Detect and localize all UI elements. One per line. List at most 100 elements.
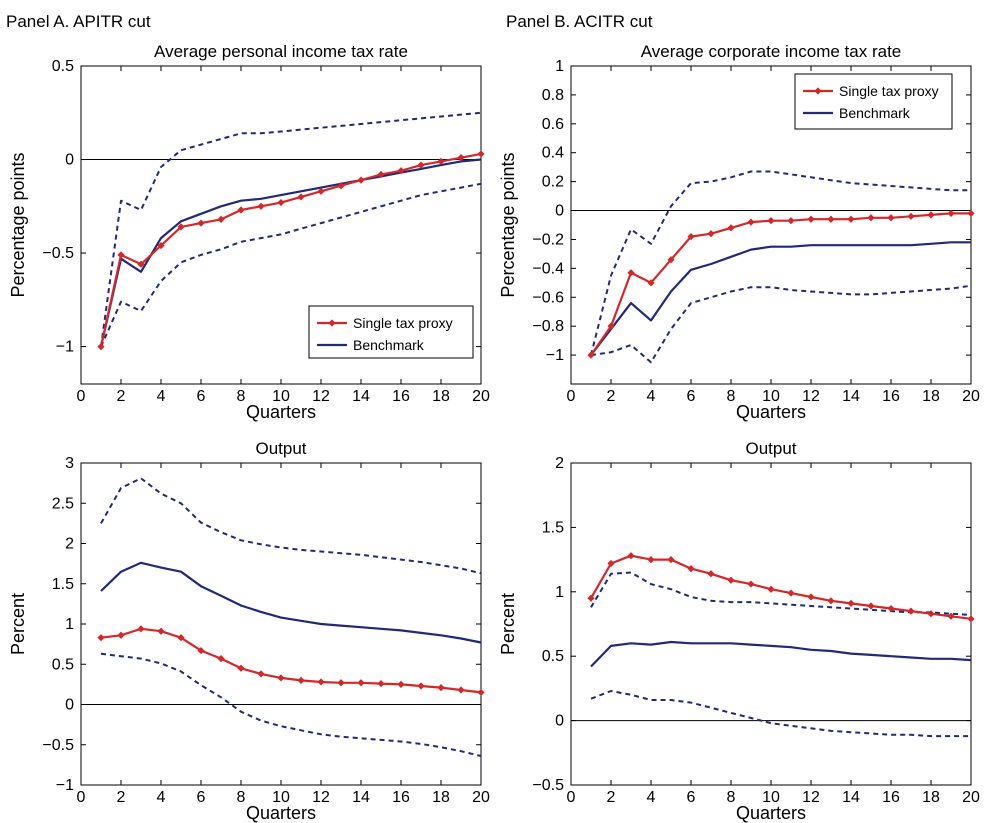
x-tick-label: 14 — [352, 388, 370, 405]
y-axis-label: Percent — [8, 593, 28, 655]
single-tax-proxy-point — [177, 223, 185, 231]
single-tax-proxy-point — [237, 206, 245, 214]
single-tax-proxy-point — [317, 678, 325, 686]
single-tax-proxy-point — [337, 679, 345, 687]
single-tax-proxy-point — [687, 565, 695, 573]
single-tax-proxy-point — [137, 260, 145, 268]
confidence-band-line — [100, 477, 482, 575]
confidence-band-line — [590, 690, 971, 738]
single-tax-proxy-point — [767, 585, 775, 593]
single-tax-proxy-point — [437, 683, 445, 692]
confidence-band-line — [590, 170, 971, 356]
y-tick-label: 1 — [555, 58, 564, 75]
x-tick-label: 8 — [727, 388, 736, 405]
legend-marker — [814, 87, 822, 95]
y-tick-label: 0.4 — [542, 145, 564, 162]
single-tax-proxy-point — [687, 232, 695, 241]
x-tick-label: 12 — [802, 388, 820, 405]
single-tax-proxy-point — [277, 198, 285, 207]
single-tax-proxy-line — [100, 627, 482, 694]
single-tax-proxy-point — [417, 682, 425, 690]
single-tax-proxy-point — [887, 214, 895, 222]
y-tick-label: −0.6 — [532, 289, 564, 306]
single-tax-proxy-point — [667, 256, 675, 264]
single-tax-proxy-point — [297, 193, 305, 201]
single-tax-proxy-point — [317, 187, 325, 195]
single-tax-proxy-point — [397, 680, 405, 688]
single-tax-proxy-point — [927, 211, 935, 219]
x-tick-label: 6 — [197, 789, 206, 806]
single-tax-proxy-point — [217, 655, 225, 663]
single-tax-proxy-point — [97, 342, 105, 351]
single-tax-proxy-point — [157, 241, 165, 250]
y-tick-label: −0.5 — [42, 737, 74, 754]
single-tax-proxy-point — [417, 161, 425, 169]
confidence-band-line — [100, 652, 482, 757]
single-tax-proxy-point — [197, 219, 205, 227]
single-tax-proxy-point — [787, 217, 795, 225]
x-tick-label: 18 — [432, 789, 450, 806]
benchmark-line — [590, 241, 971, 356]
chart-title: Output — [255, 439, 306, 458]
plot-frame — [570, 462, 972, 786]
y-tick-label: 0.6 — [542, 116, 564, 133]
y-tick-label: 0 — [555, 713, 564, 730]
y-tick-label: −0.2 — [532, 231, 564, 248]
single-tax-proxy-point — [807, 215, 815, 223]
legend-label: Single tax proxy — [839, 83, 939, 99]
single-tax-proxy-point — [97, 634, 105, 642]
y-tick-label: 0 — [555, 203, 564, 220]
x-tick-label: 6 — [197, 388, 206, 405]
x-tick-label: 4 — [157, 789, 166, 806]
x-tick-label: 2 — [117, 789, 126, 806]
benchmark-line — [100, 561, 482, 644]
single-tax-proxy-point — [807, 593, 815, 601]
single-tax-proxy-point — [747, 580, 755, 588]
confidence-band-line — [590, 284, 972, 364]
single-tax-proxy-point — [587, 594, 595, 602]
y-axis-label: Percent — [498, 593, 518, 655]
y-tick-label: 0.5 — [52, 656, 74, 673]
single-tax-proxy-point — [457, 154, 465, 162]
single-tax-proxy-point — [157, 627, 165, 635]
x-tick-label: 0 — [567, 388, 576, 405]
y-tick-label: 0.8 — [542, 87, 564, 104]
single-tax-proxy-point — [237, 664, 245, 672]
single-tax-proxy-point — [377, 170, 385, 179]
y-tick-label: 1 — [555, 584, 564, 601]
chart-title: Output — [745, 439, 796, 458]
single-tax-proxy-point — [747, 218, 755, 226]
confidence-band-line — [590, 571, 972, 616]
x-tick-label: 2 — [117, 388, 126, 405]
single-tax-proxy-point — [377, 679, 385, 688]
x-tick-label: 10 — [762, 789, 780, 806]
single-tax-proxy-point — [967, 615, 975, 623]
legend: Single tax proxy Benchmark — [308, 305, 474, 359]
single-tax-proxy-point — [437, 157, 445, 165]
panel-a-label: Panel A. APITR cut — [6, 12, 151, 31]
single-tax-proxy-point — [927, 610, 935, 618]
y-tick-label: 0 — [65, 152, 74, 169]
single-tax-proxy-point — [947, 209, 955, 218]
x-tick-label: 18 — [922, 789, 940, 806]
single-tax-proxy-point — [787, 589, 795, 597]
single-tax-proxy-point — [867, 602, 875, 610]
x-tick-label: 10 — [272, 789, 290, 806]
single-tax-proxy-point — [607, 559, 615, 568]
single-tax-proxy-point — [967, 209, 975, 218]
x-tick-label: 0 — [567, 789, 576, 806]
single-tax-proxy-point — [947, 612, 955, 620]
chart-output-panel-a: Output 0 2 4 6 8 10 12 14 16 18 20 −1 −0.5 0 0.5 1 1.5 2 2.… — [8, 439, 490, 823]
single-tax-proxy-point — [727, 224, 735, 232]
x-tick-label: 0 — [77, 789, 86, 806]
x-axis-label: Quarters — [736, 803, 806, 823]
y-axis-label: Percentage points — [498, 152, 518, 297]
y-tick-label: 0.2 — [542, 174, 564, 191]
y-tick-label: 1.5 — [542, 519, 564, 536]
single-tax-proxy-point — [137, 625, 145, 633]
single-tax-proxy-point — [277, 674, 285, 682]
y-tick-label: −1 — [546, 347, 564, 364]
single-tax-proxy-point — [257, 202, 265, 210]
x-tick-label: 10 — [272, 388, 290, 405]
